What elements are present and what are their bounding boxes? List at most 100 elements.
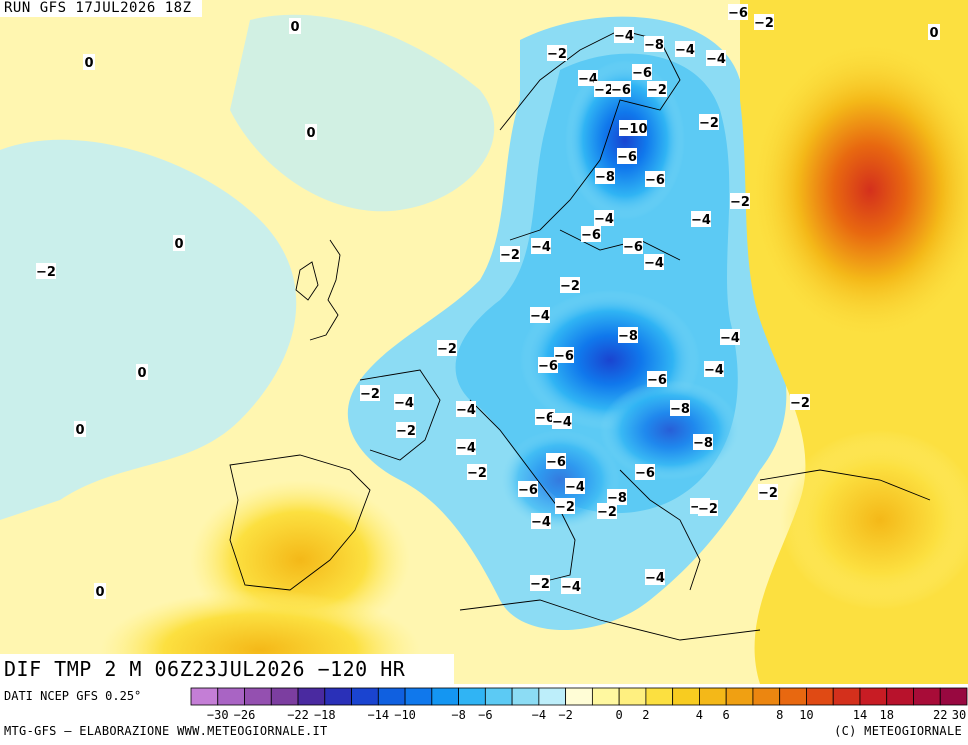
map-value-label: −4 xyxy=(531,513,551,530)
color-scale-tick-label: −6 xyxy=(478,708,493,722)
map-value-label: −2 xyxy=(547,45,567,62)
map-value-label-bg xyxy=(74,421,86,437)
map-value-label: −2 xyxy=(594,81,614,98)
map-value-label-text: −6 xyxy=(632,66,652,81)
map-value-label-bg xyxy=(720,329,740,345)
map-value-label-text: −6 xyxy=(535,411,555,426)
map-value-label-text: 0 xyxy=(929,26,938,41)
color-scale-swatch xyxy=(351,687,379,706)
map-value-label: −8 xyxy=(670,400,690,417)
map-value-label-text: −6 xyxy=(728,6,748,21)
map-value-label-text: −2 xyxy=(699,116,719,131)
map-value-label: −2 xyxy=(754,14,774,31)
map-value-label-bg xyxy=(561,578,581,594)
map-value-label-text: −8 xyxy=(595,170,615,185)
map-value-label-bg xyxy=(560,277,580,293)
map-value-label-bg xyxy=(538,357,558,373)
map-value-label: −2 xyxy=(360,385,380,402)
map-value-label: −6 xyxy=(647,371,667,388)
map-value-label-text: −6 xyxy=(635,466,655,481)
map-value-label-text: −2 xyxy=(790,396,810,411)
map-value-label-text: −6 xyxy=(647,373,667,388)
map-value-label-text: −4 xyxy=(531,515,551,530)
map-value-label-bg xyxy=(581,226,601,242)
map-value-label-text: −2 xyxy=(754,16,774,31)
map-value-label: −2 xyxy=(500,246,520,263)
map-value-label-text: −2 xyxy=(36,265,56,280)
map-value-label-text: −4 xyxy=(456,403,476,418)
map-value-label: −6 xyxy=(518,481,538,498)
map-value-label-bg xyxy=(644,36,664,52)
map-value-label-text: −8 xyxy=(670,402,690,417)
map-value-label-text: 0 xyxy=(137,366,146,381)
map-value-label-text: −4 xyxy=(565,480,585,495)
map-value-label-bg xyxy=(790,394,810,410)
color-scale-swatch xyxy=(458,687,486,706)
map-value-label: −2 xyxy=(437,340,457,357)
anomaly-field-cold-italy xyxy=(500,430,620,530)
map-value-label-bg xyxy=(758,484,778,500)
map-value-label-text: −2 xyxy=(396,424,416,439)
map-value-label-text: −4 xyxy=(530,309,550,324)
map-value-label: −4 xyxy=(531,238,551,255)
anomaly-field-hot-core xyxy=(750,40,968,340)
map-value-label: −4 xyxy=(578,70,598,87)
map-value-label-bg xyxy=(594,210,614,226)
credit-elaboration: MTG-GFS — ELABORAZIONE WWW.METEOGIORNALE… xyxy=(4,724,328,738)
map-value-label-bg xyxy=(500,246,520,262)
map-value-label-text: −2 xyxy=(360,387,380,402)
map-value-label-text: −4 xyxy=(706,52,726,67)
map-value-label-text: −4 xyxy=(394,396,414,411)
color-scale-swatch xyxy=(431,687,459,706)
color-scale-swatch xyxy=(939,687,968,706)
map-value-label: −4 xyxy=(561,578,581,595)
map-value-label: −6 xyxy=(581,226,601,243)
map-value-label-bg xyxy=(698,500,718,516)
color-scale-swatch xyxy=(190,687,219,706)
map-value-label-text: −4 xyxy=(704,363,724,378)
map-value-label-text: −4 xyxy=(578,72,598,87)
map-value-label: 0 xyxy=(136,364,148,381)
map-value-label-text: −4 xyxy=(456,441,476,456)
map-value-label: −6 xyxy=(617,148,637,165)
map-value-label-bg xyxy=(670,400,690,416)
map-value-label-bg xyxy=(619,120,647,136)
color-scale-swatch xyxy=(270,687,299,706)
map-value-label-text: −4 xyxy=(614,29,634,44)
map-value-label-bg xyxy=(555,498,575,514)
map-value-label-bg xyxy=(546,453,566,469)
map-value-label-bg xyxy=(554,347,574,363)
map-value-label: −4 xyxy=(645,569,665,586)
map-value-label-bg xyxy=(531,238,551,254)
map-value-label-text: −8 xyxy=(693,436,713,451)
map-value-label: −8 xyxy=(595,168,615,185)
map-value-label-bg xyxy=(647,81,667,97)
map-value-label: −4 xyxy=(594,210,614,227)
color-scale-swatch xyxy=(859,687,888,706)
map-value-label: −2 xyxy=(698,500,718,517)
map-value-label-bg xyxy=(618,327,638,343)
map-value-label: −4 xyxy=(456,439,476,456)
map-value-label: −4 xyxy=(552,413,572,430)
map-value-label: −6 xyxy=(728,4,748,21)
map-value-label-text: 0 xyxy=(174,237,183,252)
color-scale-swatch xyxy=(377,687,406,706)
map-value-label-bg xyxy=(36,263,56,279)
map-value-label-bg xyxy=(728,4,748,20)
color-scale-swatch xyxy=(538,687,567,706)
map-value-label-bg xyxy=(623,238,643,254)
map-value-label: −2 xyxy=(790,394,810,411)
map-value-label-bg xyxy=(645,569,665,585)
map-value-label-text: −2 xyxy=(594,83,614,98)
map-value-label: −4 xyxy=(530,307,550,324)
map-value-label-bg xyxy=(173,235,185,251)
color-scale-swatch xyxy=(511,687,540,706)
color-scale-swatch xyxy=(565,687,593,706)
map-value-label: −4 xyxy=(456,401,476,418)
map-value-label-bg xyxy=(632,64,652,80)
color-scale-tick-label: −4 xyxy=(531,708,547,722)
color-scale-tick-label: 2 xyxy=(642,708,650,722)
map-value-label: −8 xyxy=(618,327,638,344)
color-scale-swatch xyxy=(591,687,620,706)
